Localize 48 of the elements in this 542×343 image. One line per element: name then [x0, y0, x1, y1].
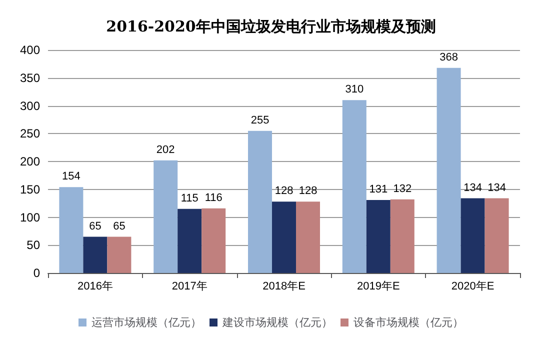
- bar: [390, 199, 414, 273]
- y-tick-label: 400: [20, 43, 40, 57]
- data-label: 202: [156, 144, 175, 156]
- y-tick-label: 100: [20, 210, 40, 224]
- data-label: 132: [393, 182, 412, 195]
- y-tick-label: 350: [20, 70, 40, 85]
- bar: [484, 198, 509, 273]
- bar: [342, 100, 366, 273]
- bar: [83, 236, 108, 273]
- y-tick-label: 0: [33, 266, 40, 280]
- chart-title: 2016-2020年中国垃圾发电行业市场规模及预测: [106, 18, 436, 36]
- legend-label: 运营市场规模（亿元）: [92, 316, 202, 329]
- data-label: 116: [204, 192, 222, 204]
- data-label: 115: [180, 192, 198, 204]
- bar: [272, 202, 296, 273]
- y-tick-label: 300: [20, 98, 40, 113]
- data-label: 128: [274, 185, 294, 198]
- legend-label: 设备市场规模（亿元）: [354, 316, 464, 329]
- y-tick-label: 150: [20, 182, 40, 196]
- bar: [59, 187, 84, 273]
- x-tick-label: 2016年: [77, 280, 113, 292]
- bar: [460, 198, 485, 273]
- bar: [296, 202, 320, 273]
- bar: [107, 236, 132, 273]
- bar: [202, 208, 226, 273]
- data-label: 154: [62, 170, 80, 183]
- data-label: 128: [298, 185, 318, 198]
- x-tick-label: 2018年E: [262, 280, 306, 292]
- y-tick-label: 50: [26, 238, 40, 252]
- data-label: 134: [464, 182, 482, 194]
- data-label: 310: [345, 84, 364, 96]
- data-label: 134: [488, 182, 506, 194]
- data-label: 131: [369, 183, 388, 196]
- y-tick-label: 250: [20, 126, 40, 141]
- legend-label: 建设市场规模（亿元）: [222, 316, 332, 329]
- data-label: 65: [89, 220, 102, 232]
- x-tick-label: 2017年: [172, 280, 208, 292]
- bar: [248, 130, 272, 273]
- x-tick-label: 2019年E: [356, 280, 400, 292]
- data-label: 255: [250, 114, 270, 126]
- bar: [154, 160, 178, 273]
- data-label: 65: [113, 220, 126, 232]
- bar: [366, 200, 390, 273]
- data-label: 368: [440, 51, 458, 64]
- x-tick-label: 2020年E: [451, 280, 494, 292]
- y-tick-label: 200: [20, 154, 40, 168]
- bar: [178, 208, 202, 273]
- bar: [436, 68, 461, 273]
